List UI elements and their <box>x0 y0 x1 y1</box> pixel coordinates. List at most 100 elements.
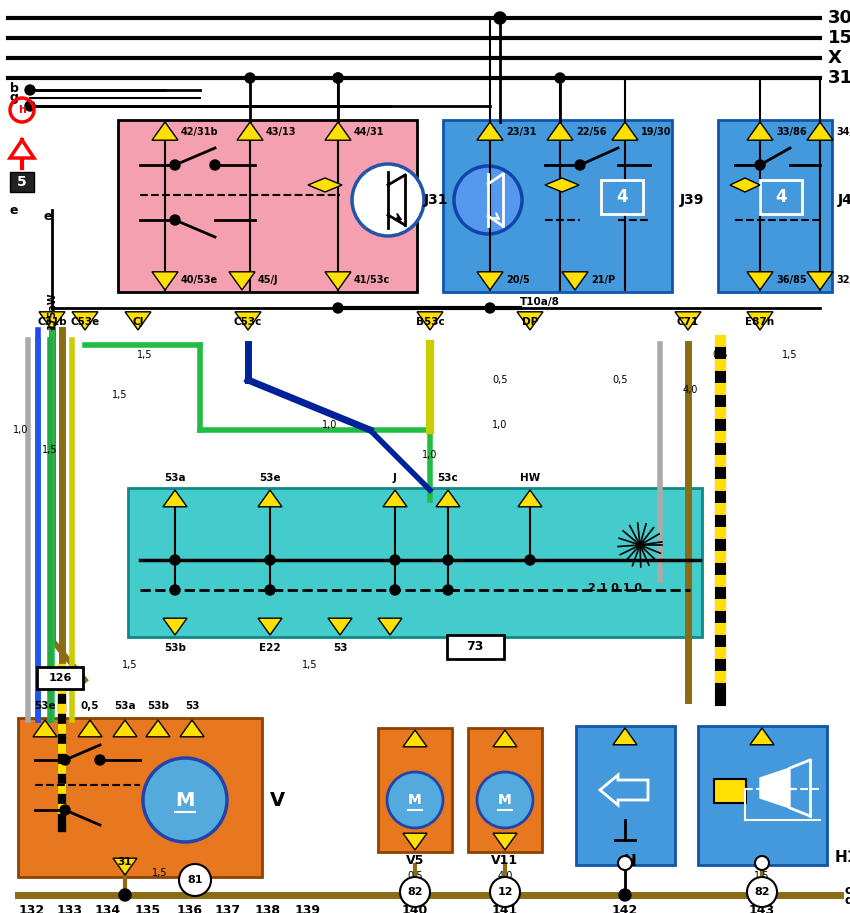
Text: 53: 53 <box>332 643 348 653</box>
Text: 53b: 53b <box>164 643 186 653</box>
Text: J39: J39 <box>680 193 705 207</box>
Text: 53b: 53b <box>147 701 169 711</box>
Polygon shape <box>235 312 261 330</box>
Circle shape <box>477 772 533 828</box>
Text: 34/30: 34/30 <box>836 127 850 137</box>
Circle shape <box>143 758 227 842</box>
FancyBboxPatch shape <box>468 728 542 852</box>
Text: 0,5: 0,5 <box>712 350 728 360</box>
Text: e: e <box>43 209 52 223</box>
Text: 15: 15 <box>828 29 850 47</box>
Circle shape <box>755 160 765 170</box>
Text: C53c: C53c <box>234 317 262 327</box>
Polygon shape <box>125 312 151 330</box>
Polygon shape <box>10 140 34 158</box>
Polygon shape <box>325 272 351 290</box>
Polygon shape <box>612 122 638 141</box>
Polygon shape <box>152 122 178 141</box>
Polygon shape <box>807 122 833 141</box>
Text: V11: V11 <box>491 854 518 866</box>
Text: M: M <box>498 793 512 807</box>
FancyBboxPatch shape <box>378 728 452 852</box>
Text: 53e: 53e <box>34 701 56 711</box>
Polygon shape <box>328 618 352 635</box>
Circle shape <box>747 877 777 907</box>
Polygon shape <box>113 720 137 737</box>
Polygon shape <box>78 720 102 737</box>
Text: 81: 81 <box>187 875 203 885</box>
Text: 73: 73 <box>467 641 484 654</box>
Polygon shape <box>33 720 57 737</box>
Text: 1,5: 1,5 <box>112 390 128 400</box>
Circle shape <box>333 73 343 83</box>
Polygon shape <box>113 858 137 875</box>
Text: 175aW: 175aW <box>47 291 57 329</box>
Text: 143: 143 <box>749 904 775 913</box>
Text: 1,5: 1,5 <box>137 350 153 360</box>
Text: 4: 4 <box>775 188 787 206</box>
Text: 137: 137 <box>215 904 241 913</box>
Circle shape <box>499 889 511 901</box>
Text: 42/31b: 42/31b <box>181 127 218 137</box>
Text: 32/87: 32/87 <box>836 275 850 285</box>
Circle shape <box>443 585 453 595</box>
Text: 53a: 53a <box>164 473 186 483</box>
Circle shape <box>390 555 400 565</box>
Polygon shape <box>163 490 187 507</box>
Text: HW: HW <box>520 473 540 483</box>
Text: 41/53c: 41/53c <box>354 275 390 285</box>
FancyBboxPatch shape <box>118 120 417 292</box>
Text: 82: 82 <box>754 887 770 897</box>
Text: M: M <box>408 793 422 807</box>
Circle shape <box>352 164 424 236</box>
Polygon shape <box>518 490 542 507</box>
Polygon shape <box>545 178 579 192</box>
Polygon shape <box>807 272 833 290</box>
Circle shape <box>333 73 343 83</box>
FancyBboxPatch shape <box>18 718 262 877</box>
Polygon shape <box>39 312 65 330</box>
Text: 139: 139 <box>295 904 321 913</box>
Text: 1,5: 1,5 <box>152 868 167 878</box>
FancyBboxPatch shape <box>443 120 672 292</box>
Circle shape <box>60 755 70 765</box>
Text: 1,0: 1,0 <box>13 425 28 435</box>
Text: e: e <box>10 204 19 216</box>
Text: 1,5: 1,5 <box>122 660 138 670</box>
Text: 1,0: 1,0 <box>422 450 438 460</box>
Polygon shape <box>403 730 427 747</box>
Text: 30: 30 <box>828 9 850 27</box>
Text: 82: 82 <box>407 887 422 897</box>
Text: 132: 132 <box>19 904 45 913</box>
Polygon shape <box>258 490 282 507</box>
Polygon shape <box>517 312 543 330</box>
Text: 21/P: 21/P <box>591 275 615 285</box>
Text: d1: d1 <box>845 895 850 908</box>
FancyBboxPatch shape <box>447 635 504 659</box>
Polygon shape <box>146 720 170 737</box>
Circle shape <box>490 877 520 907</box>
Text: 0,5: 0,5 <box>612 375 628 385</box>
Circle shape <box>454 166 522 234</box>
Polygon shape <box>258 618 282 635</box>
Text: 5: 5 <box>17 175 27 189</box>
Polygon shape <box>493 730 517 747</box>
Polygon shape <box>562 272 588 290</box>
Circle shape <box>119 889 131 901</box>
Circle shape <box>170 585 180 595</box>
Text: C53e: C53e <box>71 317 99 327</box>
Circle shape <box>179 864 211 896</box>
Polygon shape <box>493 834 517 850</box>
Text: 40/53e: 40/53e <box>181 275 218 285</box>
Text: 1,0: 1,0 <box>492 420 507 430</box>
Circle shape <box>756 889 768 901</box>
Text: T10a/8: T10a/8 <box>520 297 560 307</box>
FancyBboxPatch shape <box>601 180 643 214</box>
Text: H1: H1 <box>835 851 850 866</box>
Text: 22/56: 22/56 <box>576 127 607 137</box>
FancyBboxPatch shape <box>698 726 827 865</box>
Text: 33/86: 33/86 <box>776 127 807 137</box>
Text: 4,0: 4,0 <box>497 871 513 881</box>
Circle shape <box>755 856 769 870</box>
Polygon shape <box>675 312 701 330</box>
